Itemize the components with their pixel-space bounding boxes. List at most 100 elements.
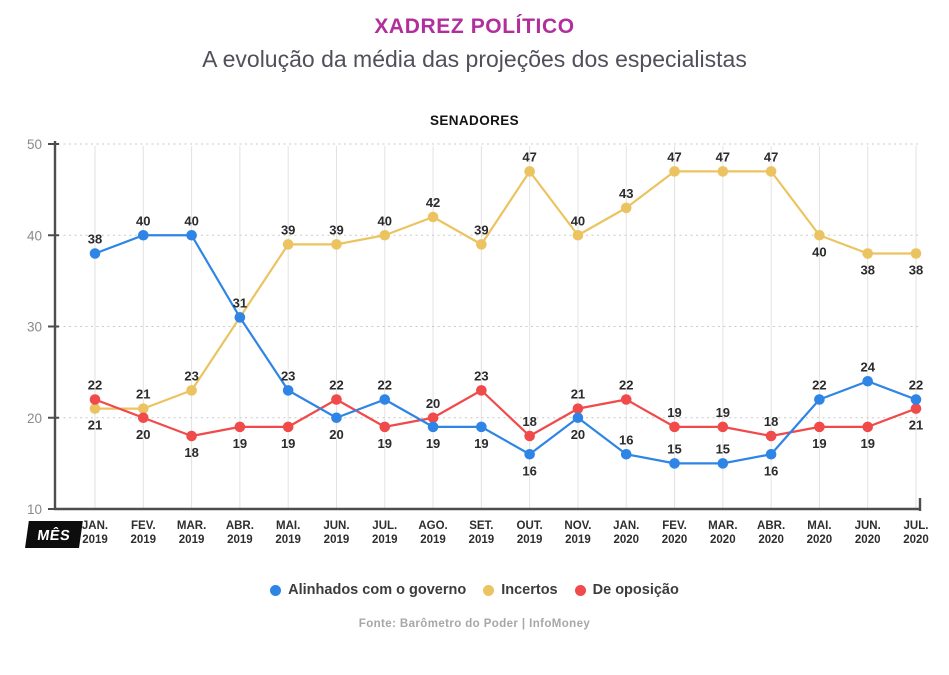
series-labels-1: 21 21 23 39 39 40 42 39 47 40 43 47 47 47 40 38 38 — [88, 149, 923, 432]
data-point — [379, 394, 391, 405]
data-label: 39 — [329, 222, 343, 237]
legend-dot-icon — [483, 584, 495, 596]
data-label: 21 — [571, 387, 585, 402]
series-line — [95, 170, 916, 410]
y-tick-label: 20 — [27, 411, 42, 426]
y-tick-label: 10 — [27, 502, 42, 517]
series-line — [94, 234, 917, 465]
data-label: 38 — [860, 263, 874, 278]
year-label: 2019 — [275, 534, 301, 546]
data-label: 40 — [812, 244, 826, 259]
data-label: 23 — [184, 368, 198, 383]
chart-legend: Alinhados com o governo Incertos De oposiç… — [0, 582, 949, 598]
data-point — [717, 421, 729, 433]
data-label: 24 — [860, 359, 875, 374]
data-label: 40 — [378, 213, 392, 228]
year-label: 2020 — [855, 534, 881, 546]
year-label: 2020 — [710, 534, 736, 546]
data-point — [476, 421, 487, 433]
month-label: OUT. — [517, 520, 543, 532]
data-point — [186, 430, 197, 442]
data-point — [814, 421, 825, 433]
data-label: 20 — [426, 396, 440, 411]
data-point — [427, 211, 439, 223]
data-label: 21 — [136, 387, 150, 402]
month-label: FEV. — [131, 520, 156, 532]
year-label: 2019 — [420, 534, 446, 546]
axes — [48, 141, 922, 511]
data-point — [89, 248, 101, 259]
data-point — [331, 394, 342, 405]
month-label: AGO. — [418, 520, 447, 532]
legend-label: Alinhados com o governo — [288, 582, 467, 598]
data-point — [910, 248, 922, 259]
data-label: 21 — [88, 418, 102, 433]
data-label: 19 — [716, 405, 730, 420]
data-point — [862, 421, 874, 433]
data-point — [234, 421, 246, 433]
horizontal-gridlines — [58, 143, 920, 419]
data-label: 19 — [233, 436, 247, 451]
data-point — [717, 458, 729, 469]
x-axis-title-chip: MÊS — [25, 521, 83, 548]
page-title: XADREZ POLÍTICO — [374, 15, 575, 38]
data-point — [476, 239, 487, 250]
data-label: 47 — [667, 149, 681, 164]
year-label: 2020 — [613, 534, 639, 546]
data-point — [620, 394, 632, 405]
data-label: 15 — [667, 441, 681, 456]
data-label: 22 — [378, 378, 392, 393]
data-label: 18 — [522, 414, 536, 429]
legend-dot-icon — [574, 584, 586, 596]
data-label: 42 — [426, 195, 440, 210]
data-label: 22 — [812, 378, 826, 393]
data-label: 40 — [136, 213, 150, 228]
month-label: ABR. — [226, 520, 254, 532]
data-point — [379, 229, 391, 241]
data-label: 22 — [619, 378, 633, 393]
data-label: 22 — [329, 378, 343, 393]
data-point — [234, 312, 246, 323]
series-1 — [89, 166, 922, 414]
data-point — [765, 448, 777, 460]
month-label: MAR. — [708, 520, 737, 532]
month-label: MAI. — [276, 520, 300, 532]
data-label: 38 — [88, 232, 102, 247]
data-point — [910, 394, 922, 405]
year-label: 2019 — [179, 534, 205, 546]
data-point — [89, 403, 101, 414]
data-label: 16 — [764, 463, 778, 478]
data-point — [427, 412, 439, 424]
data-label: 47 — [522, 149, 536, 164]
source-note: Fonte: Barômetro do Poder | InfoMoney — [358, 618, 591, 630]
data-label: 15 — [716, 441, 730, 456]
data-label: 39 — [474, 222, 488, 237]
month-label: SET. — [469, 520, 493, 532]
data-label: 18 — [184, 445, 198, 460]
x-axis-title-bg — [25, 521, 83, 548]
data-point — [572, 229, 584, 241]
month-label: ABR. — [757, 520, 785, 532]
series-labels-0: 38 40 40 31 23 20 22 19 19 16 20 16 15 15 16 22 24 22 — [88, 213, 923, 478]
y-tick-label: 50 — [27, 137, 42, 152]
data-point — [427, 421, 439, 433]
data-point — [620, 448, 632, 460]
data-point — [137, 412, 149, 424]
data-label: 16 — [619, 432, 633, 447]
month-label: NOV. — [564, 520, 591, 532]
year-label: 2019 — [227, 534, 253, 546]
data-label: 23 — [474, 368, 488, 383]
data-point — [524, 166, 535, 177]
legend-item: De oposição — [574, 582, 679, 598]
legend-label: De oposição — [592, 582, 679, 598]
data-point — [524, 448, 535, 460]
data-point — [669, 421, 680, 433]
data-label: 19 — [426, 436, 440, 451]
data-point — [669, 458, 680, 469]
data-label: 19 — [378, 436, 392, 451]
y-tick-label: 30 — [27, 320, 42, 335]
data-label: 20 — [571, 427, 585, 442]
month-label: JUN. — [855, 520, 881, 532]
header: XADREZ POLÍTICO A evolução da média das … — [0, 0, 949, 73]
